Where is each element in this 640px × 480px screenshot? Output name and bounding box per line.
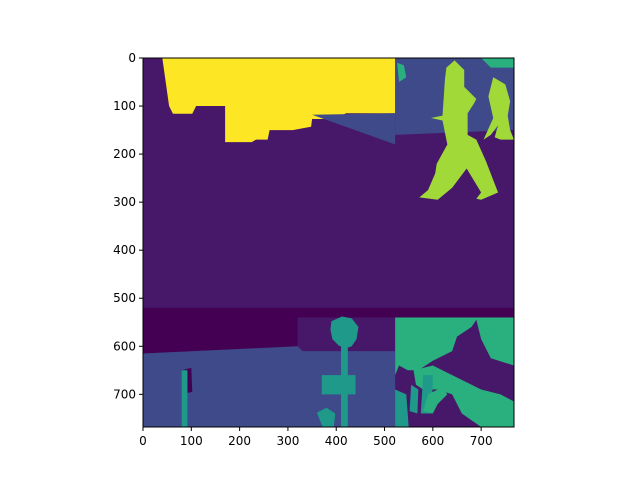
segment-region-17 <box>413 365 514 427</box>
y-tick-label-5: 500 <box>113 291 136 305</box>
segment-region-12 <box>181 370 188 427</box>
segment-region-14 <box>321 346 356 427</box>
x-tick-label-4: 400 <box>325 434 348 448</box>
segment-region-19 <box>395 389 409 427</box>
segment-region-1 <box>162 58 396 143</box>
plot-frame <box>142 57 515 428</box>
segment-region-8 <box>143 307 514 318</box>
y-tick-label-7: 700 <box>113 387 136 401</box>
heatmap-image <box>143 58 514 427</box>
segment-region-3 <box>312 113 396 145</box>
segment-region-9 <box>143 317 298 354</box>
x-tick-label-7: 700 <box>470 434 493 448</box>
y-tick-label-3: 300 <box>113 195 136 209</box>
x-tick-label-6: 600 <box>421 434 444 448</box>
segment-region-21 <box>423 387 448 414</box>
segment-region-18 <box>409 384 419 414</box>
y-tick-label-2: 200 <box>113 147 136 161</box>
segment-region-15 <box>316 407 336 427</box>
x-tick-label-1: 100 <box>180 434 203 448</box>
y-tick-label-6: 600 <box>113 339 136 353</box>
x-axis: 0 100 200 300 400 500 600 700 <box>139 427 493 448</box>
x-tick-label-5: 500 <box>373 434 396 448</box>
x-tick-label-3: 300 <box>276 434 299 448</box>
segment-region-10 <box>143 346 396 427</box>
segment-region-13 <box>330 316 359 349</box>
y-tick-label-1: 100 <box>113 99 136 113</box>
segment-region-16 <box>395 317 514 376</box>
x-tick-label-2: 200 <box>228 434 251 448</box>
segment-region-4 <box>419 60 499 200</box>
y-axis: 0 100 200 300 400 500 600 700 <box>113 51 143 401</box>
x-tick-label-0: 0 <box>139 434 147 448</box>
y-tick-label-0: 0 <box>128 51 136 65</box>
segment-region-5 <box>483 77 514 140</box>
segment-region-7 <box>481 58 514 68</box>
y-tick-label-4: 400 <box>113 243 136 257</box>
segment-region-6 <box>397 62 407 83</box>
